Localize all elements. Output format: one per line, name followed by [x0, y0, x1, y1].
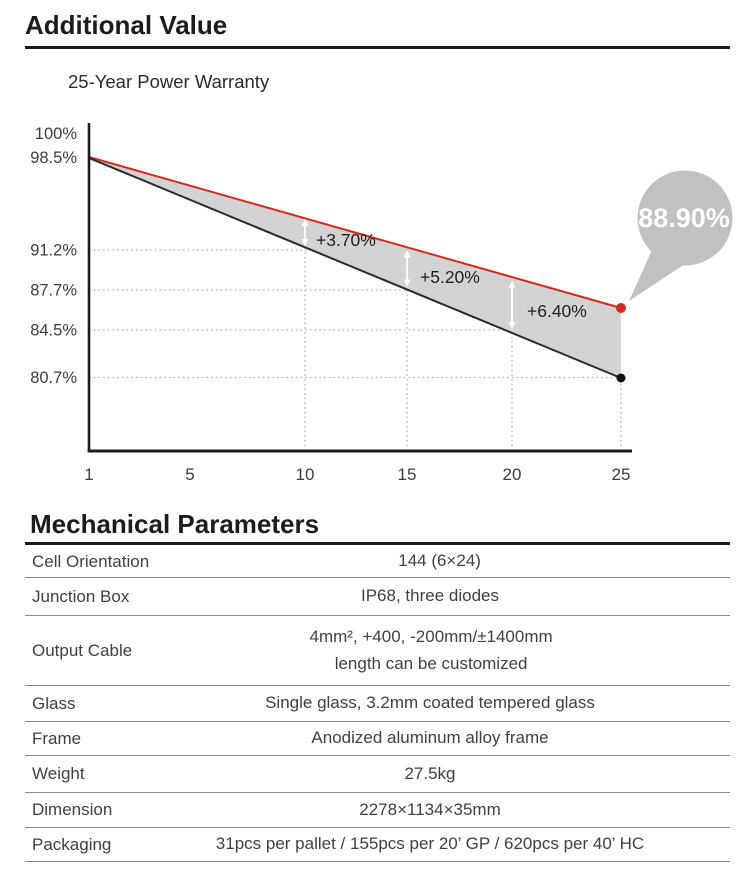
section-divider: [25, 46, 730, 49]
end-point-red: [616, 303, 626, 313]
row-label: Glass: [32, 693, 76, 713]
row-label: Dimension: [32, 800, 113, 819]
y-tick-84.5: 84.5%: [30, 322, 77, 340]
table-row-output-cable: Output Cable 4mm², +400, -200mm/±1400mm …: [25, 616, 730, 686]
y-tick-100: 100%: [35, 125, 78, 143]
row-label: Output Cable: [32, 640, 133, 660]
annotation-year15: +5.20%: [420, 267, 480, 287]
x-tick-25: 25: [612, 465, 631, 484]
table-row-weight: Weight 27.5kg: [25, 756, 730, 793]
warranty-chart: +3.70% +5.20% +6.40% 88.90% 100% 98.5% 9…: [0, 100, 750, 500]
standard-degradation-line: [88, 157, 622, 379]
row-value: Anodized aluminum alloy frame: [311, 728, 549, 748]
section-title-additional-value: Additional Value: [25, 10, 228, 40]
row-label: Junction Box: [32, 586, 130, 606]
row-value: 27.5kg: [404, 763, 456, 783]
y-tick-91.2: 91.2%: [30, 242, 77, 260]
x-tick-1: 1: [84, 465, 93, 484]
section-divider: [25, 542, 730, 545]
annotation-year20: +6.40%: [527, 301, 587, 321]
row-label: Cell Orientation: [32, 551, 150, 571]
row-value: IP68, three diodes: [361, 586, 499, 606]
chart-title: 25-Year Power Warranty: [68, 71, 270, 92]
row-label: Frame: [32, 728, 82, 748]
x-tick-10: 10: [296, 465, 315, 484]
row-value-line1: 4mm², +400, -200mm/±1400mm: [309, 627, 553, 647]
row-value: 144 (6×24): [398, 551, 481, 571]
y-tick-98.5: 98.5%: [30, 149, 77, 167]
section-title-mechanical-parameters: Mechanical Parameters: [30, 509, 320, 539]
row-value: 4mm², +400, -200mm/±1400mm length can be…: [132, 624, 730, 677]
row-value: 2278×1134×35mm: [359, 799, 501, 819]
warranty-chart-svg: +3.70% +5.20% +6.40% 88.90% 100% 98.5% 9…: [30, 123, 733, 484]
y-tick-80.7: 80.7%: [30, 369, 77, 387]
callout-bubble: 88.90%: [629, 170, 733, 301]
end-point-black: [616, 373, 626, 383]
callout-value: 88.90%: [638, 203, 730, 233]
x-tick-20: 20: [503, 465, 522, 484]
table-row-packaging: Packaging 31pcs per pallet / 155pcs per …: [25, 828, 730, 862]
row-value: Single glass, 3.2mm coated tempered glas…: [265, 693, 595, 713]
table-row-junction-box: Junction Box IP68, three diodes: [25, 578, 730, 616]
x-tick-15: 15: [398, 465, 417, 484]
table-row-glass: Glass Single glass, 3.2mm coated tempere…: [25, 686, 730, 722]
table-row-frame: Frame Anodized aluminum alloy frame: [25, 722, 730, 756]
row-value-line2: length can be customized: [334, 653, 528, 673]
row-label: Packaging: [32, 834, 112, 854]
annotation-year10: +3.70%: [316, 230, 376, 250]
table-row-cell-orientation: Cell Orientation 144 (6×24): [25, 546, 730, 578]
row-label: Weight: [32, 764, 85, 783]
x-tick-5: 5: [185, 465, 194, 484]
x-tick-labels: 1 5 10 15 20 25: [84, 465, 630, 484]
y-tick-87.7: 87.7%: [30, 282, 77, 300]
warranted-power-line: [88, 156, 622, 309]
row-value: 31pcs per pallet / 155pcs per 20’ GP / 6…: [215, 834, 645, 854]
gap-arrows: [301, 218, 516, 330]
table-row-dimension: Dimension 2278×1134×35mm: [25, 793, 730, 828]
mechanical-parameters-table: Cell Orientation 144 (6×24) Junction Box…: [25, 546, 730, 862]
y-tick-labels: 100% 98.5% 91.2% 87.7% 84.5% 80.7%: [30, 125, 77, 387]
